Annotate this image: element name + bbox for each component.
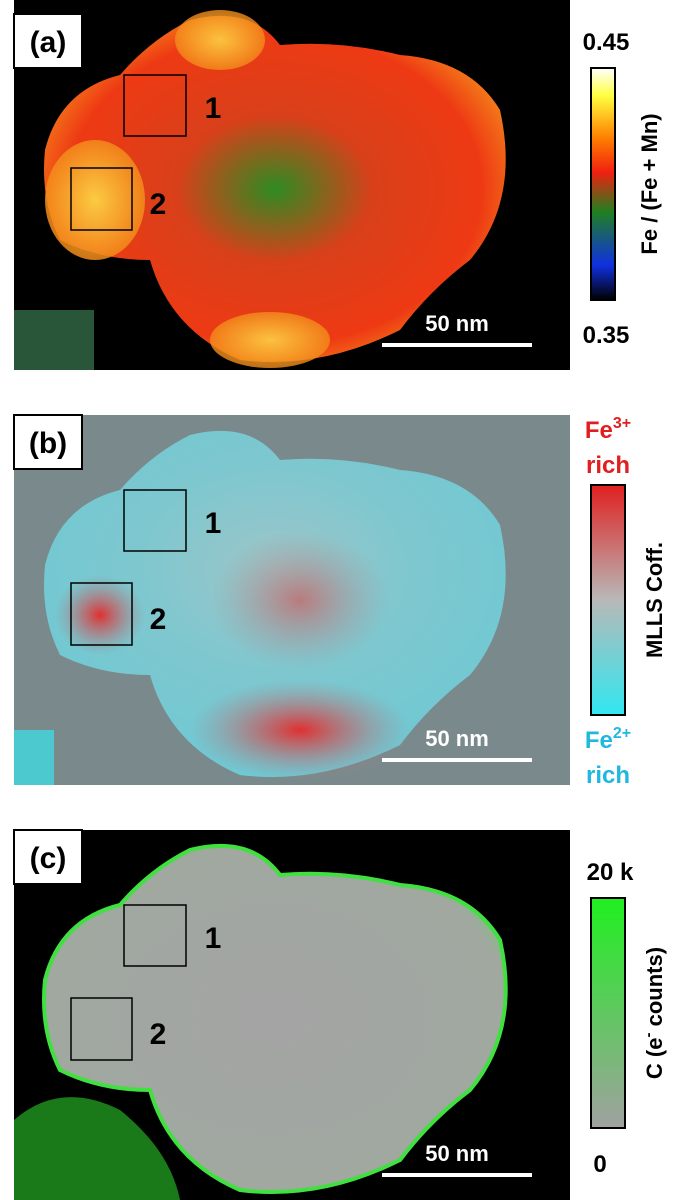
fe3-region: [190, 680, 410, 780]
colorbar-top-word: rich: [586, 452, 630, 479]
label-base: Fe: [585, 417, 613, 444]
region-box: [123, 489, 187, 552]
scale-bar-label: 50 nm: [425, 311, 489, 336]
panel-label-box: [13, 13, 83, 69]
panel-label: (b): [29, 427, 67, 460]
region-label: 2: [150, 1018, 167, 1051]
particle-map: [42, 843, 508, 1194]
colorbar-bottom: 0: [593, 1151, 606, 1178]
title-sup: -: [640, 1033, 657, 1038]
scale-bar-label: 50 nm: [425, 726, 489, 751]
panel-label-box: [13, 829, 83, 885]
carbon-region: [14, 1097, 180, 1200]
region-box: [123, 74, 187, 137]
panel-a: (a) 1 2 50 nm 0.45 0.35 Fe / (Fe + Mn): [13, 0, 662, 370]
label-sup: 3+: [613, 415, 631, 432]
scale-bar-label: 50 nm: [425, 1141, 489, 1166]
panel-c: (c) 1 2 50 nm 20 k 0 C (e- counts): [13, 829, 667, 1200]
colorbar-bottom: Fe2+: [585, 725, 631, 754]
colorbar-top: Fe3+: [585, 415, 631, 444]
fe3-region: [210, 530, 390, 670]
fe-rich-region: [45, 140, 145, 260]
fe-rich-region: [175, 10, 265, 70]
colorbar-top: 0.45: [583, 29, 630, 56]
colorbar-top: 20 k: [587, 859, 634, 886]
region-label: 2: [150, 188, 167, 221]
title-base: C (e: [642, 1038, 667, 1080]
panel-label: (a): [30, 26, 67, 59]
panel-label-box: [13, 414, 83, 470]
colorbar-bottom-word: rich: [586, 762, 630, 789]
panel-b: (b) 1 2 50 nm Fe3+ rich Fe2+ rich MLLS C…: [13, 414, 667, 789]
region-label: 1: [205, 92, 222, 125]
colorbar: [590, 67, 616, 301]
label-sup: 2+: [613, 725, 631, 742]
title-rest: counts): [642, 947, 667, 1033]
label-base: Fe: [585, 727, 613, 754]
colorbar-title: C (e- counts): [640, 947, 667, 1079]
colorbar-title: MLLS Coff.: [642, 542, 667, 658]
region-box: [123, 904, 187, 967]
region-box: [70, 997, 133, 1061]
region-label: 2: [150, 603, 167, 636]
region-label: 1: [205, 922, 222, 955]
colorbar: [590, 484, 626, 716]
colorbar-title: Fe / (Fe + Mn): [637, 113, 662, 254]
colorbar: [590, 897, 626, 1129]
fe-rich-region: [210, 312, 330, 368]
particle-map: [44, 15, 506, 363]
edge-region: [14, 310, 94, 370]
fe3-region: [55, 575, 145, 655]
region-box: [70, 167, 133, 231]
panel-label: (c): [30, 842, 67, 875]
edge-region: [14, 730, 54, 785]
region-label: 1: [205, 507, 222, 540]
colorbar-bottom: 0.35: [583, 322, 630, 349]
region-box: [70, 582, 133, 646]
